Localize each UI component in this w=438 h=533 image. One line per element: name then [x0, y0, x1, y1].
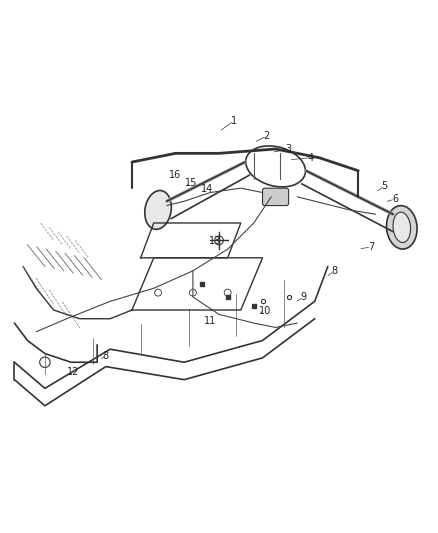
Text: 8: 8	[331, 266, 337, 276]
Text: 11: 11	[204, 316, 216, 326]
Text: 2: 2	[264, 131, 270, 141]
Text: 6: 6	[392, 194, 398, 204]
Text: 13: 13	[208, 236, 221, 246]
Text: 12: 12	[67, 367, 79, 377]
Text: 7: 7	[368, 242, 374, 252]
Text: 9: 9	[301, 292, 307, 302]
Ellipse shape	[145, 190, 171, 229]
Text: 1: 1	[231, 116, 237, 126]
FancyBboxPatch shape	[262, 188, 289, 206]
Text: 3: 3	[286, 144, 292, 154]
Ellipse shape	[393, 212, 410, 243]
Text: 10: 10	[258, 306, 271, 316]
Ellipse shape	[386, 206, 417, 249]
Text: 14: 14	[201, 184, 213, 194]
Text: 5: 5	[381, 181, 388, 191]
Text: 4: 4	[307, 152, 314, 163]
Text: 8: 8	[103, 351, 109, 361]
Text: 16: 16	[170, 170, 182, 180]
Text: 15: 15	[184, 178, 197, 188]
